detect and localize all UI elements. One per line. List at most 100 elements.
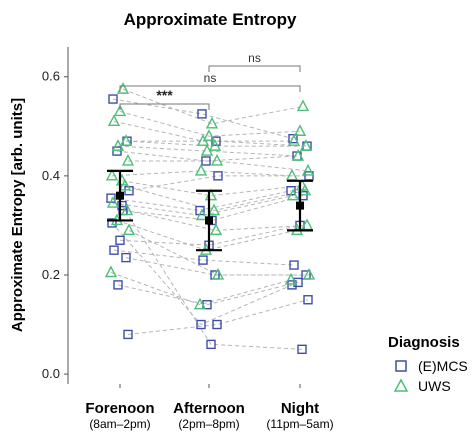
point-uws [299,139,313,151]
significance-label: ns [204,71,217,85]
y-tick-label: 0.2 [42,267,60,282]
point-emcs [213,171,223,181]
point-emcs [297,344,307,355]
point-emcs [115,235,125,245]
subject-line [122,88,304,125]
significance-bracket [208,65,301,72]
legend-label-emcs: (E)MCS [418,358,468,374]
subject-line [125,257,306,276]
significance-bracket [119,103,210,110]
subject-line [126,210,308,231]
point-uws [209,223,223,236]
point-uws [194,163,208,176]
point-uws [106,196,120,208]
point-emcs [289,260,299,270]
subject-line [111,222,293,326]
subject-line [113,249,295,266]
point-emcs [206,339,216,350]
point-emcs [197,109,207,119]
point-uws [293,124,307,136]
point-uws [121,153,135,166]
subject-line [125,140,306,147]
point-uws [202,129,216,141]
point-uws [111,139,125,151]
point-emcs [108,94,118,104]
point-uws [211,267,225,280]
legend-marker-emcs [395,360,407,372]
x-category-sublabel: (8am–2pm) [89,417,150,431]
subject-line [121,180,303,197]
chart-title: Approximate Entropy [124,10,297,29]
point-emcs [121,252,131,263]
point-emcs [212,319,222,330]
point-uws [302,267,316,280]
point-uws [284,272,298,285]
point-uws [286,188,300,201]
subject-trajectories [110,88,309,350]
point-uws [118,178,132,191]
point-uws [207,203,221,216]
subject-line [128,229,309,276]
subject-line [110,190,292,212]
point-emcs [293,277,303,288]
mean-marker [116,191,124,200]
x-category-label: Night [281,400,319,417]
y-axis-title: Approximate Entropy [arb. units] [9,98,26,332]
point-uws [287,134,301,146]
axes: 0.0 0.2 0.4 0.6 Forenoon(8am–2pm) Afternoon(2… [42,47,334,431]
y-tick-label: 0.4 [42,168,60,183]
subject-line [121,205,303,350]
subject-line [111,170,293,177]
subject-line [110,272,292,306]
x-category-label: Afternoon [173,400,245,417]
subject-line [116,150,298,162]
point-uws [107,114,121,127]
x-category-sublabel: (11pm–5am) [266,417,333,431]
point-emcs [287,280,297,290]
subject-line [122,195,304,221]
point-uws [105,168,119,181]
point-uws [195,208,209,221]
significance-label: ns [248,51,261,65]
point-uws [120,203,134,216]
legend: Diagnosis (E)MCS UWS [388,334,468,394]
point-uws [119,134,133,146]
significance-brackets: *** ns ns [119,51,301,110]
subject-line [128,175,309,192]
subject-line [112,195,294,217]
significance-label: *** [156,87,173,103]
point-uws [104,265,118,278]
point-emcs [112,146,122,156]
legend-label-uws: UWS [418,378,451,394]
y-tick-label: 0.0 [42,366,60,381]
subject-line [119,224,301,246]
subject-line [117,145,299,157]
mean-errorbars [107,169,313,252]
x-category-sublabel: (2pm–8pm) [178,417,239,431]
point-emcs [123,329,133,340]
point-uws [122,223,136,236]
point-uws [205,116,219,129]
point-uws [210,153,224,166]
point-emcs [109,245,119,255]
mean-marker [296,201,304,210]
point-emcs [198,255,208,265]
significance-bracket [119,85,301,92]
subject-line [127,140,308,147]
y-tick-label: 0.6 [42,69,60,84]
mean-marker [205,216,213,225]
point-uws [296,99,310,112]
point-uws [113,104,127,117]
point-uws [196,134,210,146]
point-emcs [107,218,117,228]
subject-line [117,281,299,306]
point-emcs [211,136,221,146]
subject-line [124,185,306,212]
subject-line [127,299,309,335]
legend-title: Diagnosis [388,334,460,351]
point-uws [200,144,214,156]
point-uws [301,163,315,176]
point-emcs [288,133,298,144]
subject-line [113,120,294,142]
